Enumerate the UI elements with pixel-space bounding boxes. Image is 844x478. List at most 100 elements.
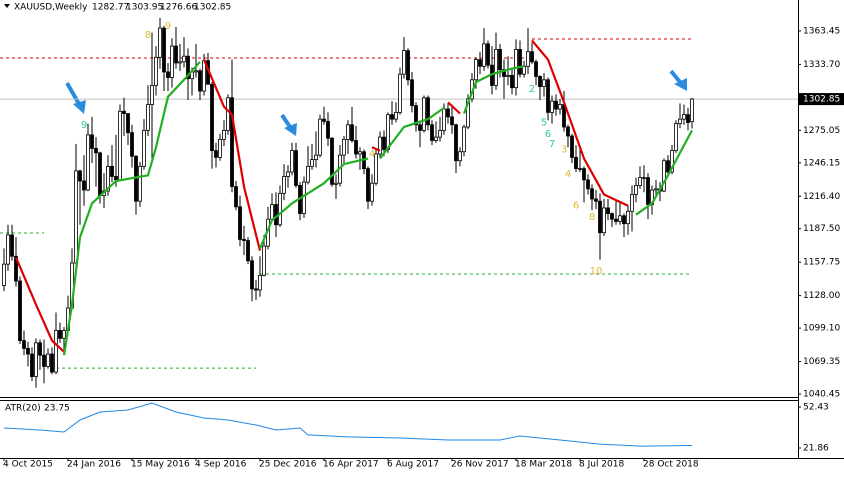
candle-body bbox=[570, 135, 574, 158]
y-tick-label: 1246.15 bbox=[803, 158, 840, 168]
annotation: 2 bbox=[529, 84, 535, 95]
candle-body bbox=[218, 138, 222, 158]
candle-body bbox=[318, 118, 322, 156]
candle-body bbox=[630, 194, 634, 212]
candle-body bbox=[286, 171, 290, 177]
candle-body bbox=[662, 160, 666, 192]
candle-body bbox=[382, 136, 386, 150]
candle-body bbox=[154, 56, 158, 86]
x-tick-label: 6 Aug 2017 bbox=[387, 460, 439, 470]
y-tick-label: 1157.75 bbox=[803, 258, 840, 268]
candle-body bbox=[558, 104, 562, 110]
candle-body bbox=[166, 71, 170, 78]
candle-body bbox=[538, 76, 542, 87]
candle-body bbox=[46, 353, 50, 367]
candle-body bbox=[670, 150, 674, 173]
candle-body bbox=[374, 153, 378, 184]
candle-body bbox=[486, 43, 490, 66]
candle-body bbox=[366, 168, 370, 202]
candle-body bbox=[58, 330, 62, 339]
y-tick-label: 1216.40 bbox=[803, 192, 840, 202]
candle-body bbox=[398, 73, 402, 113]
candle-body bbox=[350, 124, 354, 141]
candle-body bbox=[654, 188, 658, 191]
candle-body bbox=[254, 288, 258, 291]
candle-body bbox=[262, 245, 266, 276]
annotation: 6 bbox=[545, 129, 551, 140]
candle-body bbox=[214, 150, 218, 158]
candle-body bbox=[14, 255, 18, 282]
candle-body bbox=[198, 70, 202, 92]
candle-body bbox=[394, 112, 398, 120]
close-value: 1302.85 bbox=[194, 3, 231, 13]
candle-body bbox=[178, 61, 182, 64]
candle-body bbox=[586, 179, 590, 190]
annotation: 10 bbox=[590, 266, 603, 277]
candle-body bbox=[34, 342, 38, 377]
signal-arrow-head bbox=[73, 100, 86, 114]
y-tick-label: 1128.00 bbox=[803, 291, 840, 301]
candle-body bbox=[258, 274, 262, 291]
candle-body bbox=[74, 170, 78, 264]
candle-body bbox=[314, 154, 318, 161]
candle-body bbox=[282, 176, 286, 194]
candle-body bbox=[6, 234, 10, 265]
x-tick-label: 28 Oct 2018 bbox=[643, 460, 699, 470]
candle-body bbox=[358, 151, 362, 155]
trend-line bbox=[531, 39, 629, 207]
candle-body bbox=[410, 79, 414, 107]
candle-body bbox=[674, 123, 678, 152]
x-tick-label: 8 Jul 2018 bbox=[579, 460, 624, 470]
atr-line bbox=[3, 402, 693, 447]
candle-body bbox=[610, 213, 614, 220]
candle-body bbox=[170, 45, 174, 78]
candle-body bbox=[414, 105, 418, 126]
candle-body bbox=[614, 218, 618, 222]
candle-body bbox=[210, 83, 214, 152]
candle-body bbox=[106, 165, 110, 192]
candle-body bbox=[114, 176, 118, 181]
candle-body bbox=[442, 108, 446, 131]
signal-arrow bbox=[65, 82, 81, 105]
atr-title: ATR(20) bbox=[5, 404, 41, 414]
candle-body bbox=[550, 100, 554, 113]
candle-body bbox=[686, 114, 690, 123]
y-tick-label: 1099.10 bbox=[803, 324, 840, 334]
candle-body bbox=[402, 50, 406, 75]
candle-body bbox=[174, 45, 178, 64]
candle-body bbox=[162, 27, 166, 73]
candle-body bbox=[246, 240, 250, 262]
candle-body bbox=[226, 97, 230, 131]
annotation: 3 bbox=[561, 144, 567, 155]
candle-body bbox=[346, 124, 350, 140]
y-tick-label: 1275.05 bbox=[803, 126, 840, 136]
low-value: 1276.66 bbox=[160, 3, 197, 13]
candle-body bbox=[530, 51, 534, 63]
candle-body bbox=[322, 118, 326, 122]
candle-body bbox=[454, 124, 458, 162]
candle-body bbox=[446, 108, 450, 118]
candle-body bbox=[22, 340, 26, 349]
candle-body bbox=[326, 120, 330, 139]
candle-body bbox=[390, 114, 394, 120]
candle-body bbox=[42, 354, 46, 367]
trend-line bbox=[14, 256, 65, 353]
signal-arrow-head bbox=[674, 78, 687, 91]
annotation: 8 bbox=[589, 212, 595, 223]
candle-body bbox=[62, 330, 66, 339]
y-tick-label: 1363.45 bbox=[803, 26, 840, 36]
candle-body bbox=[626, 210, 630, 225]
candle-body bbox=[606, 207, 610, 214]
candle-body bbox=[502, 69, 506, 77]
candle-body bbox=[294, 150, 298, 186]
candle-body bbox=[342, 138, 346, 156]
candle-body bbox=[238, 206, 242, 240]
candle-body bbox=[638, 177, 642, 186]
candle-body bbox=[546, 79, 550, 113]
candle-body bbox=[482, 43, 486, 67]
candle-body bbox=[642, 177, 646, 179]
trend-line bbox=[635, 129, 693, 216]
candle-body bbox=[130, 132, 134, 157]
candle-body bbox=[330, 137, 334, 185]
